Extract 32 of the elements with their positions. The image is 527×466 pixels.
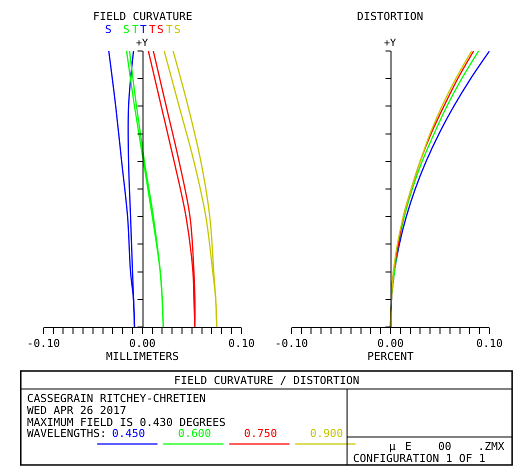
x-tick-label: 0.00	[129, 337, 156, 350]
series-label: S	[174, 23, 181, 36]
x-tick-label: 0.10	[476, 337, 503, 350]
series-label: T	[140, 23, 147, 36]
series-label: S	[105, 23, 112, 36]
series-label: S	[157, 23, 164, 36]
text: 0.450	[112, 427, 146, 440]
text: MAXIMUM FIELD IS 0.430 DEGREES	[27, 416, 226, 429]
legend-title: WAVELENGTHS:	[27, 427, 106, 440]
series-label: T	[132, 23, 139, 36]
text: FIELD CURVATURE / DISTORTION	[174, 374, 360, 387]
text: µ	[389, 440, 396, 453]
text: 0.750	[244, 427, 278, 440]
y-axis-title: +Y	[384, 38, 396, 49]
text: 0.600	[178, 427, 212, 440]
x-tick-label: -0.10	[274, 337, 308, 350]
y-axis-title: +Y	[136, 38, 148, 49]
x-tick-label: -0.10	[26, 337, 60, 350]
text: WED APR 26 2017	[27, 404, 126, 417]
text: CONFIGURATION 1 OF 1	[353, 452, 486, 465]
text: E 00 .ZMX	[405, 440, 505, 453]
text: 0.900	[310, 427, 344, 440]
x-tick-label: 0.10	[228, 337, 255, 350]
x-axis-title: PERCENT	[367, 350, 414, 364]
text: CASSEGRAIN RITCHEY-CHRETIEN	[27, 392, 206, 405]
chart-title: DISTORTION	[357, 10, 424, 23]
series-label: T	[166, 23, 173, 36]
x-axis-title: MILLIMETERS	[106, 350, 179, 364]
series-label: S	[123, 23, 130, 36]
series-label: T	[149, 23, 156, 36]
x-tick-label: 0.00	[377, 337, 404, 350]
chart-title: FIELD CURVATURE	[93, 10, 192, 23]
